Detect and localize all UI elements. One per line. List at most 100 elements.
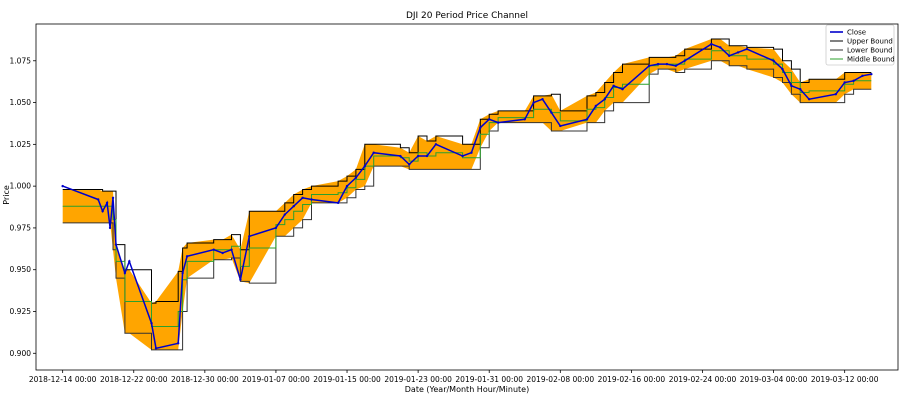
x-tick-label: 2019-03-04 00:00	[740, 375, 808, 384]
y-tick-label: 1.025	[10, 140, 32, 149]
legend-label: Lower Bound	[847, 47, 893, 55]
close-point	[154, 347, 158, 350]
y-tick-label: 0.975	[10, 223, 32, 232]
close-point	[710, 42, 713, 46]
close-point	[470, 151, 473, 154]
close-point	[114, 243, 118, 246]
x-tick-label: 2019-02-08 00:00	[527, 375, 595, 384]
close-point	[105, 201, 109, 205]
x-tick-label: 2019-02-24 00:00	[669, 375, 737, 384]
close-point	[372, 151, 375, 154]
close-point	[656, 62, 660, 66]
close-point	[248, 235, 251, 238]
axes: 2018-12-14 00:00 2018-12-22 00:00 2018-12-…	[10, 23, 899, 384]
close-point	[647, 64, 651, 67]
close-point	[727, 54, 731, 57]
close-point	[239, 278, 242, 281]
legend-box	[825, 24, 895, 66]
close-point	[665, 62, 669, 66]
close-point	[354, 176, 358, 179]
x-tick-label: 2018-12-14 00:00	[29, 375, 97, 384]
y-tick-label: 0.900	[10, 349, 32, 358]
close-point	[612, 84, 615, 88]
close-point	[274, 226, 278, 230]
close-point	[541, 98, 544, 101]
close-point	[843, 81, 846, 84]
close-point	[772, 59, 775, 62]
series-line-upper-bound	[62, 38, 872, 304]
close-point	[790, 84, 793, 88]
close-point	[594, 104, 598, 108]
x-tick-label: 2019-03-12 00:00	[811, 375, 879, 384]
close-point	[416, 154, 420, 158]
close-point	[559, 124, 562, 128]
close-point	[150, 321, 153, 325]
close-point	[736, 51, 740, 54]
close-point	[301, 196, 304, 200]
close-point	[111, 196, 115, 200]
close-point	[683, 59, 686, 62]
close-point	[799, 87, 802, 91]
plot-frame	[35, 23, 899, 371]
close-point	[585, 118, 589, 121]
x-axis-label: Date (Year/Month Hour/Minute)	[405, 385, 529, 394]
close-point	[870, 72, 873, 76]
channel-fill	[62, 39, 872, 350]
close-point	[488, 118, 491, 121]
close-point	[603, 98, 606, 101]
close-point	[807, 98, 811, 101]
series-line-close	[62, 43, 872, 350]
close-point	[434, 143, 438, 146]
y-axis-label: Price	[2, 185, 11, 205]
x-tick-label: 2019-01-07 00:00	[242, 375, 310, 384]
close-point	[621, 87, 624, 91]
close-point	[399, 154, 402, 158]
close-point	[221, 251, 224, 255]
close-point	[345, 184, 349, 188]
close-point	[101, 210, 104, 213]
chart-title: DJI 20 Period Price Channel	[406, 11, 528, 21]
close-point	[292, 204, 295, 208]
close-point	[861, 74, 864, 78]
plot-area	[61, 38, 873, 351]
y-tick-label: 1.050	[10, 98, 32, 107]
close-point	[781, 67, 784, 71]
close-point	[310, 198, 313, 201]
x-tick-label: 2019-01-15 00:00	[313, 375, 381, 384]
x-tick-label: 2019-01-31 00:00	[455, 375, 523, 384]
close-point	[479, 126, 482, 129]
close-point	[176, 342, 180, 345]
close-point	[461, 154, 464, 158]
close-point	[212, 248, 215, 251]
x-tick-label: 2018-12-22 00:00	[100, 375, 168, 384]
close-point	[61, 184, 64, 188]
close-point	[336, 201, 340, 205]
close-point	[719, 46, 722, 49]
legend-label: Close	[847, 29, 866, 37]
close-point	[834, 93, 837, 96]
series-line-lower-bound	[62, 60, 872, 351]
legend-label: Middle Bound	[847, 56, 895, 64]
y-tick-label: 1.000	[10, 182, 32, 191]
close-point	[425, 154, 429, 158]
legend-label: Upper Bound	[847, 38, 893, 46]
y-tick-label: 1.075	[10, 56, 32, 65]
close-point	[523, 118, 526, 121]
close-point	[408, 163, 411, 166]
close-point	[123, 271, 127, 275]
close-point	[532, 101, 535, 104]
close-point	[230, 248, 233, 251]
y-tick-label: 0.950	[10, 265, 32, 274]
close-point	[97, 198, 100, 201]
close-point	[496, 121, 500, 124]
x-tick-label: 2018-12-30 00:00	[171, 375, 239, 384]
x-tick-label: 2019-02-16 00:00	[598, 375, 666, 384]
close-point	[128, 260, 131, 263]
close-point	[363, 164, 367, 168]
close-point	[674, 64, 678, 67]
y-tick-label: 0.925	[10, 307, 32, 316]
close-point	[181, 271, 184, 275]
close-point	[852, 79, 855, 83]
x-tick-label: 2019-01-23 00:00	[384, 375, 452, 384]
